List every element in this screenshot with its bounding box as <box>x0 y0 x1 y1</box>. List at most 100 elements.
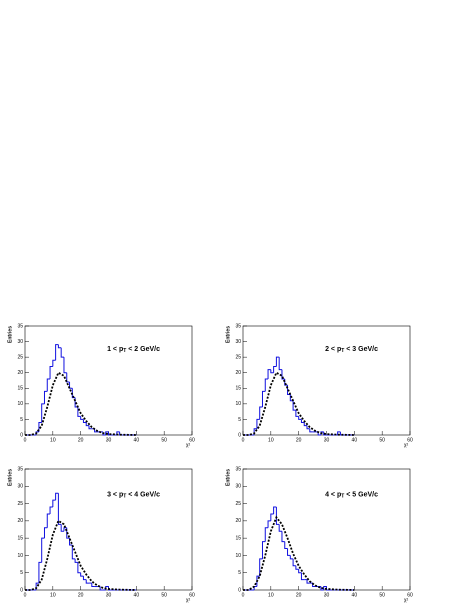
x-tick-label: 20 <box>296 592 302 598</box>
x-tick-label: 10 <box>50 437 56 443</box>
x-tick-label: 60 <box>407 437 413 443</box>
annotation-text: < 4 GeV/c <box>126 491 160 498</box>
x-tick-label: 40 <box>352 437 358 443</box>
panel: 0 5 10 15 20 25 30 35 0 10 20 30 40 50 60 Entries χ² 4 < … <box>225 466 413 603</box>
x-tick-label: 10 <box>268 592 274 598</box>
histogram-bin <box>270 513 274 521</box>
y-tick-label: 0 <box>238 432 241 438</box>
histogram-bin <box>256 575 260 587</box>
histogram-bin <box>57 493 62 525</box>
histogram-bin <box>273 365 277 373</box>
y-tick-label: 15 <box>17 535 23 541</box>
histogram-bin <box>80 416 84 420</box>
histogram-bin <box>275 507 280 525</box>
y-tick-label: 5 <box>238 570 241 576</box>
x-tick-label: 0 <box>242 437 245 443</box>
annotation-text: 1 < p <box>107 346 123 353</box>
y-tick-label: 0 <box>20 587 23 593</box>
y-tick-label: 0 <box>20 432 23 438</box>
annotation-subscript: T <box>341 494 344 500</box>
y-tick-label: 25 <box>17 501 23 507</box>
y-tick-label: 25 <box>17 354 23 360</box>
histogram-bin <box>43 527 48 539</box>
plot-frame <box>24 468 193 591</box>
fit-curve <box>243 515 355 591</box>
histogram-bin <box>63 357 67 374</box>
histogram-bin <box>278 357 282 371</box>
y-axis-label: Entries <box>225 469 231 486</box>
panel: 0 5 10 15 20 25 30 35 0 10 20 30 40 50 60 Entries χ² 1 < … <box>7 323 195 448</box>
histogram-bin <box>52 359 56 367</box>
y-tick-label: 20 <box>17 518 23 524</box>
x-tick-label: 40 <box>134 592 140 598</box>
annotation-subscript: T <box>341 348 344 354</box>
annotation-text: 4 < p <box>325 491 341 498</box>
x-axis-label: χ² <box>186 597 191 603</box>
histogram-bin <box>82 576 87 581</box>
histogram-bin <box>41 403 45 423</box>
y-tick-label: 10 <box>17 401 23 407</box>
y-tick-label: 25 <box>235 501 241 507</box>
histogram-bin <box>326 586 330 591</box>
histogram-bin <box>337 431 341 435</box>
histogram-bin <box>88 425 92 430</box>
x-tick-label: 50 <box>161 437 167 443</box>
histogram-bin <box>264 527 269 542</box>
x-axis-label: χ² <box>404 597 409 603</box>
y-tick-label: 30 <box>235 484 241 490</box>
histogram-bin <box>52 499 56 508</box>
x-tick-label: 50 <box>379 592 385 598</box>
histogram-bin <box>91 583 95 588</box>
histogram-bin <box>261 541 266 559</box>
y-tick-label: 30 <box>235 339 241 345</box>
x-tick-label: 10 <box>50 592 56 598</box>
y-tick-label: 10 <box>235 553 241 559</box>
plot-frame <box>242 325 411 436</box>
x-tick-label: 30 <box>106 592 112 598</box>
histogram-bin <box>108 586 112 591</box>
x-tick-label: 50 <box>161 592 167 598</box>
histogram-bin <box>80 572 84 577</box>
histogram-bin <box>60 524 64 532</box>
fit-curve <box>25 371 137 436</box>
histogram-bin <box>267 369 271 379</box>
histogram-bin <box>309 428 313 433</box>
histogram-bin <box>292 558 296 567</box>
histogram-bin <box>105 431 109 435</box>
histogram-bin <box>320 586 324 591</box>
x-tick-label: 50 <box>379 437 385 443</box>
histogram-bin <box>94 428 98 433</box>
x-tick-label: 40 <box>134 437 140 443</box>
histogram-bin <box>275 356 280 367</box>
x-tick-label: 30 <box>324 437 330 443</box>
histogram-bin <box>270 369 274 374</box>
annotation: 3 < pT < 4 GeV/c <box>107 491 160 499</box>
annotation-text: < 2 GeV/c <box>126 346 160 353</box>
histogram-bin <box>300 419 305 424</box>
y-axis-label: Entries <box>225 326 231 343</box>
histogram-bin <box>38 561 42 584</box>
annotation: 2 < pT < 3 GeV/c <box>325 346 378 354</box>
histogram-bin <box>323 431 327 436</box>
y-tick-label: 35 <box>17 466 23 472</box>
x-tick-label: 0 <box>24 592 27 598</box>
histogram-bin <box>267 520 271 528</box>
y-tick-label: 35 <box>17 323 23 329</box>
x-tick-label: 60 <box>189 592 195 598</box>
y-tick-label: 5 <box>20 570 23 576</box>
x-tick-label: 20 <box>296 437 302 443</box>
histogram-bin <box>43 390 48 404</box>
y-axis-label: Entries <box>7 326 13 343</box>
histogram-bin <box>82 419 87 424</box>
histogram-bin <box>55 344 59 361</box>
histogram-bin <box>46 378 51 392</box>
histogram-bin <box>298 416 302 420</box>
x-tick-label: 30 <box>106 437 112 443</box>
histogram-bin <box>71 545 76 560</box>
histogram-bin <box>259 406 263 420</box>
panel: 0 5 10 15 20 25 30 35 0 10 20 30 40 50 60 Entries χ² 3 < … <box>7 466 195 603</box>
histogram-bin <box>287 548 291 556</box>
histogram-bin <box>278 524 282 532</box>
annotation-subscript: T <box>123 494 126 500</box>
